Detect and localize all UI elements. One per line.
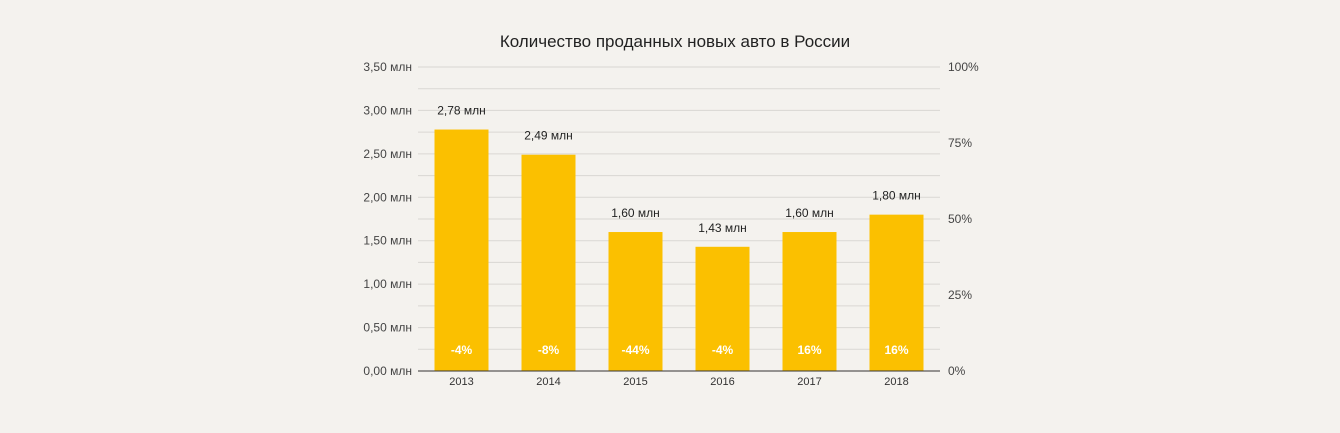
gridlines xyxy=(418,66,940,350)
y-tick-label: 3,50 млн xyxy=(363,60,412,74)
y-tick-label: 2,00 млн xyxy=(363,190,412,204)
x-tick-label: 2015 xyxy=(623,376,647,388)
data-label: 1,60 млн xyxy=(611,206,660,220)
bar xyxy=(695,246,750,371)
data-label: 1,80 млн xyxy=(872,189,921,203)
x-tick-label: 2018 xyxy=(884,376,908,388)
y-tick-label: 1,00 млн xyxy=(363,277,412,291)
x-tick-label: 2013 xyxy=(449,376,473,388)
bar xyxy=(608,232,663,371)
x-tick-label: 2017 xyxy=(797,376,821,388)
bar-inner-label: -4% xyxy=(451,343,473,357)
data-label: 2,49 млн xyxy=(524,129,573,143)
y-tick-label: 0,50 млн xyxy=(363,321,412,335)
bar xyxy=(782,232,837,371)
y2-tick-label: 50% xyxy=(948,212,972,226)
y2-tick-label: 25% xyxy=(948,288,972,302)
chart-title: Количество проданных новых авто в России xyxy=(500,32,850,51)
bar xyxy=(434,129,489,371)
bar-inner-label: 16% xyxy=(797,343,821,357)
bars xyxy=(434,129,924,371)
bar xyxy=(521,154,576,371)
y-tick-label: 2,50 млн xyxy=(363,147,412,161)
axes: 0,00 млн 0,50 млн 1,00 млн 1,50 млн 2,00 млн… xyxy=(363,60,979,388)
y2-tick-label: 100% xyxy=(948,60,979,74)
data-labels: 2,78 млн -4% 2,49 млн -8% 1,60 млн -44% 1,43 м… xyxy=(437,104,921,357)
x-tick-label: 2016 xyxy=(710,376,734,388)
y-tick-label: 1,50 млн xyxy=(363,234,412,248)
bar-inner-label: -4% xyxy=(712,343,734,357)
data-label: 1,43 млн xyxy=(698,221,747,235)
data-label: 2,78 млн xyxy=(437,104,486,118)
y2-tick-label: 75% xyxy=(948,136,972,150)
bar-inner-label: 16% xyxy=(884,343,908,357)
x-tick-label: 2014 xyxy=(536,376,560,388)
data-label: 1,60 млн xyxy=(785,206,834,220)
y-tick-label: 0,00 млн xyxy=(363,364,412,378)
y-tick-label: 3,00 млн xyxy=(363,103,412,117)
bar xyxy=(869,214,924,371)
y2-tick-label: 0% xyxy=(948,364,966,378)
bar-inner-label: -44% xyxy=(621,343,649,357)
bar-inner-label: -8% xyxy=(538,343,560,357)
